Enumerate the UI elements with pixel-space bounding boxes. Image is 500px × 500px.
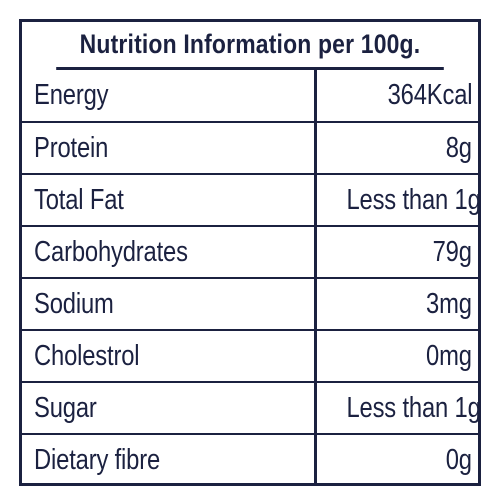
table-row: Protein 8g bbox=[22, 122, 478, 175]
table-row: Sugar Less than 1g bbox=[22, 382, 478, 435]
nutrient-value-text: 3mg bbox=[426, 287, 472, 320]
table-row: Dietary fibre 0g bbox=[22, 434, 478, 486]
nutrient-value: 0mg bbox=[315, 330, 478, 383]
nutrient-name: Sugar bbox=[22, 382, 317, 435]
nutrient-name-text: Energy bbox=[34, 79, 109, 111]
nutrient-name-text: Total Fat bbox=[34, 183, 124, 216]
nutrient-name: Protein bbox=[22, 122, 317, 175]
nutrient-value: Less than 1g bbox=[315, 382, 478, 435]
nutrient-value: 79g bbox=[315, 226, 478, 279]
nutrition-table: Energy 364Kcal Protein 8g Total Fat Less… bbox=[22, 70, 478, 486]
nutrient-name: Carbohydrates bbox=[22, 226, 317, 279]
nutrient-name: Total Fat bbox=[22, 174, 317, 227]
nutrient-value: 3mg bbox=[315, 278, 478, 331]
table-row: Sodium 3mg bbox=[22, 278, 478, 331]
nutrient-name-text: Dietary fibre bbox=[34, 444, 161, 476]
table-row: Total Fat Less than 1g bbox=[22, 174, 478, 227]
nutrient-value-text: 0mg bbox=[426, 339, 472, 372]
table-row: Energy 364Kcal bbox=[22, 70, 478, 123]
nutrition-title: Nutrition Information per 100g. bbox=[56, 22, 444, 70]
nutrient-name: Sodium bbox=[22, 278, 317, 331]
nutrient-value-text: 8g bbox=[445, 131, 472, 164]
nutrient-value: 0g bbox=[315, 434, 478, 486]
nutrient-name-text: Sugar bbox=[34, 391, 97, 424]
nutrient-value: 8g bbox=[315, 122, 478, 175]
nutrient-value-text: 79g bbox=[432, 235, 472, 268]
nutrient-name: Dietary fibre bbox=[22, 434, 317, 486]
nutrient-name-text: Cholestrol bbox=[34, 339, 140, 372]
nutrient-value: Less than 1g bbox=[315, 174, 478, 227]
table-row: Carbohydrates 79g bbox=[22, 226, 478, 279]
nutrient-name-text: Protein bbox=[34, 131, 109, 164]
nutrient-name-text: Carbohydrates bbox=[34, 235, 188, 268]
nutrient-value-text: Less than 1g bbox=[345, 183, 478, 216]
nutrition-label: Nutrition Information per 100g. Energy 3… bbox=[19, 19, 481, 486]
nutrient-value-text: 364Kcal bbox=[387, 79, 472, 111]
nutrient-value-text: Less than 1g bbox=[345, 391, 478, 424]
nutrient-name: Cholestrol bbox=[22, 330, 317, 383]
nutrient-name-text: Sodium bbox=[34, 287, 114, 320]
nutrient-name: Energy bbox=[22, 70, 317, 123]
nutrient-value: 364Kcal bbox=[315, 70, 478, 123]
table-row: Cholestrol 0mg bbox=[22, 330, 478, 383]
nutrient-value-text: 0g bbox=[445, 444, 472, 476]
